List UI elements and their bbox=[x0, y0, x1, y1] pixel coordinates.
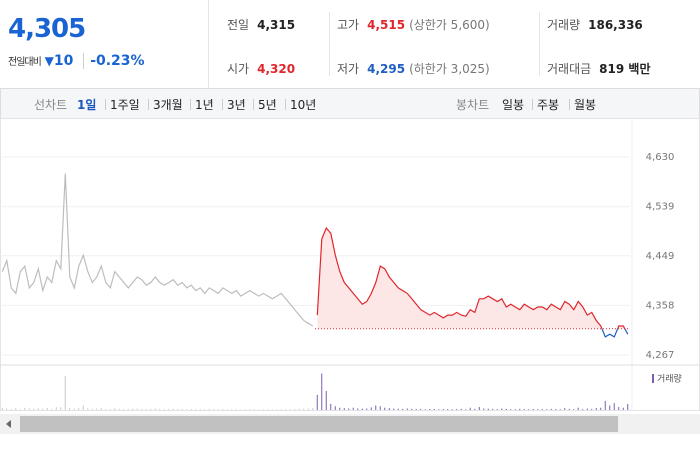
info-cell: 전일 4,315 bbox=[227, 16, 295, 33]
info-label: 전일 bbox=[227, 18, 250, 32]
info-label: 시가 bbox=[227, 62, 250, 76]
period-tab[interactable]: 3개월 bbox=[153, 98, 183, 112]
separator bbox=[285, 99, 286, 110]
scroll-left-arrow bbox=[6, 420, 11, 428]
info-value: 4,295 bbox=[367, 62, 406, 76]
change-label: 전일대비 bbox=[8, 57, 42, 68]
info-grid: 전일 4,315 고가 4,515 (상한가 5,600) 거래량 186,336 시가… bbox=[209, 0, 700, 88]
info-label: 거래량 bbox=[547, 18, 581, 32]
scrollbar-thumb[interactable] bbox=[20, 416, 618, 432]
info-label: 거래대금 bbox=[547, 62, 592, 76]
period-tab[interactable]: 10년 bbox=[290, 98, 317, 112]
tab-group-label: 봉차트 bbox=[456, 98, 490, 112]
separator bbox=[222, 99, 223, 110]
plot-frame bbox=[0, 118, 700, 411]
price-line bbox=[316, 226, 626, 329]
candle-tab[interactable]: 일봉 bbox=[502, 98, 525, 112]
info-cell: 시가 4,320 bbox=[227, 60, 295, 77]
separator bbox=[539, 12, 541, 76]
info-note: (상한가 5,600) bbox=[409, 18, 490, 32]
price-area bbox=[317, 228, 625, 329]
quote-box: 4,305 전일대비 ▼10 -0.23% bbox=[0, 0, 209, 88]
info-label: 고가 bbox=[337, 18, 360, 32]
separator bbox=[105, 99, 106, 110]
legend-label: 거래량 bbox=[657, 373, 682, 385]
separator bbox=[569, 99, 570, 110]
y-tick-label: 4,630 bbox=[646, 152, 675, 163]
period-tab[interactable]: 3년 bbox=[227, 98, 246, 112]
separator bbox=[148, 99, 149, 110]
info-value: 819 백만 bbox=[599, 62, 651, 76]
candle-tab[interactable]: 주봉 bbox=[537, 98, 560, 112]
info-cell: 거래대금 819 백만 bbox=[547, 60, 650, 77]
info-value: 4,515 bbox=[367, 18, 406, 32]
change-row: 전일대비 ▼10 -0.23% bbox=[8, 53, 145, 69]
current-price: 4,305 bbox=[8, 14, 86, 44]
separator bbox=[532, 99, 533, 110]
chart: 4,630 4,539 4,449 4,358 4,267 거래량 bbox=[0, 118, 700, 434]
period-tab[interactable]: 1년 bbox=[195, 98, 214, 112]
separator bbox=[190, 99, 191, 110]
y-tick-label: 4,267 bbox=[646, 350, 675, 361]
change: 10 bbox=[53, 53, 74, 69]
separator bbox=[253, 99, 254, 110]
info-cell: 고가 4,515 (상한가 5,600) bbox=[337, 16, 490, 33]
info-note: (하한가 3,025) bbox=[409, 62, 490, 76]
down-arrow: ▼ bbox=[44, 54, 54, 68]
info-cell: 거래량 186,336 bbox=[547, 16, 643, 33]
tab-group-label: 선차트 bbox=[34, 98, 68, 112]
legend-swatch bbox=[652, 374, 654, 383]
info-value: 4,320 bbox=[257, 62, 296, 76]
y-tick-label: 4,358 bbox=[646, 300, 675, 311]
period-tab[interactable]: 5년 bbox=[258, 98, 277, 112]
period-tab[interactable]: 1일 bbox=[77, 98, 97, 112]
y-tick-label: 4,449 bbox=[646, 251, 675, 262]
separator bbox=[329, 12, 331, 76]
candle-tab[interactable]: 월봉 bbox=[574, 98, 597, 112]
info-value: 4,315 bbox=[257, 18, 296, 32]
info-label: 저가 bbox=[337, 62, 360, 76]
price-line bbox=[1, 173, 314, 327]
change-rate: -0.23% bbox=[83, 53, 145, 69]
info-value: 186,336 bbox=[588, 18, 643, 32]
y-tick-label: 4,539 bbox=[646, 202, 675, 213]
period-tab[interactable]: 1주일 bbox=[110, 98, 140, 112]
tab-bar: 선차트 1일 1주일 3개월 1년 3년 5년 10년 봉차트 일봉 주봉 월봉 bbox=[0, 88, 700, 119]
info-cell: 저가 4,295 (하한가 3,025) bbox=[337, 60, 490, 77]
